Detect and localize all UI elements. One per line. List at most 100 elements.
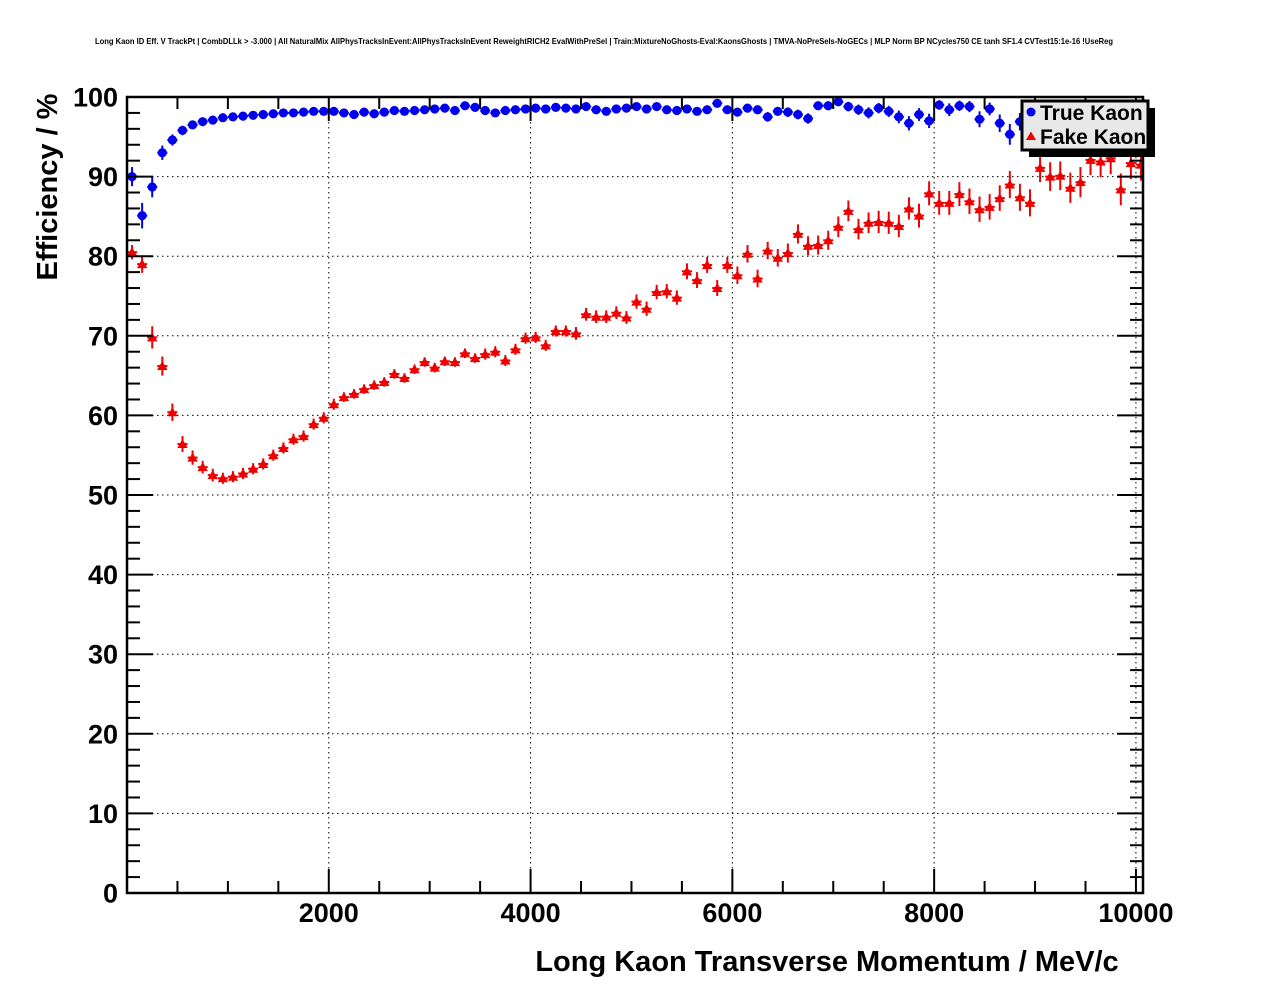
true-kaon-legend-marker-icon: [1026, 107, 1036, 117]
fake-kaon-point: [762, 245, 773, 255]
true-kaon-point: [531, 103, 541, 113]
true-kaon-point: [258, 109, 268, 120]
fake-kaon-point: [1024, 197, 1036, 207]
fake-kaon-point: [136, 259, 148, 269]
fake-kaon-point: [1095, 156, 1106, 166]
true-kaon-point: [621, 103, 632, 113]
fake-kaon-point: [560, 326, 572, 336]
y-tick-label: 40: [88, 560, 118, 590]
fake-kaon-point: [782, 248, 794, 258]
true-kaon-point: [248, 110, 258, 120]
fake-kaon-point: [863, 217, 874, 227]
true-kaon-point: [359, 107, 369, 117]
true-kaon-point: [591, 105, 601, 115]
fake-kaon-point: [510, 344, 521, 354]
fake-kaon-point: [217, 473, 229, 483]
fake-kaon-point: [399, 372, 410, 382]
legend-box: [1020, 99, 1150, 152]
fake-kaon-point: [389, 369, 400, 379]
series-true-kaon: [127, 97, 1025, 229]
y-tick-label: 30: [88, 640, 118, 670]
x-tick-label: 4000: [501, 898, 561, 928]
true-kaon-point: [430, 104, 440, 114]
fake-kaon-point: [873, 216, 884, 226]
true-kaon-point: [662, 105, 672, 115]
fake-kaon-point: [883, 217, 894, 227]
fake-kaon-point: [358, 384, 370, 394]
true-kaon-point: [894, 112, 904, 122]
true-kaon-point: [904, 118, 914, 128]
true-kaon-point: [238, 111, 248, 121]
true-kaon-point: [793, 109, 803, 120]
true-kaon-point: [147, 182, 157, 192]
true-kaon-point: [228, 112, 238, 122]
true-kaon-point: [339, 108, 349, 118]
fake-kaon-point: [167, 407, 178, 417]
fake-kaon-point: [540, 340, 551, 350]
fake-kaon-point: [237, 468, 249, 478]
true-kaon-point: [520, 104, 531, 114]
fake-kaon-point: [752, 273, 763, 283]
y-tick-label: 50: [88, 481, 118, 511]
fake-kaon-point: [853, 224, 864, 234]
true-kaon-point: [187, 120, 198, 130]
fake-kaon-point: [671, 292, 683, 302]
y-tick-label: 80: [88, 242, 118, 272]
true-kaon-point: [319, 106, 329, 116]
fake-kaon-point: [691, 275, 703, 285]
true-kaon-point: [702, 105, 712, 115]
fake-kaon-point: [1125, 158, 1137, 168]
y-tick-label: 100: [73, 83, 118, 113]
true-kaon-point: [954, 101, 964, 111]
true-kaon-point: [813, 101, 823, 111]
x-tick-label: 10000: [1098, 898, 1173, 928]
fake-kaon-legend-marker-icon: [1026, 131, 1036, 140]
true-kaon-point: [934, 100, 944, 110]
true-kaon-point: [843, 101, 853, 112]
true-kaon-point: [409, 105, 420, 116]
true-kaon-point: [914, 109, 924, 120]
true-kaon-point: [833, 97, 843, 107]
fake-kaon-point: [893, 220, 905, 230]
true-kaon-point: [218, 113, 228, 123]
true-kaon-point: [137, 211, 147, 221]
fake-kaon-point: [843, 205, 854, 215]
true-kaon-point: [470, 102, 480, 112]
y-tick-label: 20: [88, 719, 118, 749]
true-kaon-point: [551, 102, 561, 112]
true-kaon-point: [985, 104, 995, 114]
fake-kaon-point: [429, 362, 440, 372]
true-kaon-point: [732, 107, 743, 117]
true-kaon-point: [752, 105, 763, 115]
true-kaon-point: [631, 101, 642, 112]
true-kaon-point: [450, 105, 460, 116]
fake-kaon-point: [964, 196, 975, 206]
fake-kaon-point: [328, 399, 340, 409]
fake-kaon-point: [530, 332, 541, 342]
fake-kaon-point: [419, 357, 430, 367]
true-kaon-point: [874, 103, 884, 113]
fake-kaon-point: [661, 286, 672, 296]
true-kaon-point: [198, 117, 208, 127]
fake-kaon-point: [348, 388, 360, 398]
fake-kaon-point: [994, 193, 1005, 203]
fake-kaon-point: [651, 287, 662, 297]
fake-kaon-point: [368, 380, 380, 390]
fake-kaon-point: [379, 376, 390, 386]
fake-kaon-point: [631, 296, 642, 306]
fake-kaon-point: [500, 355, 511, 365]
fake-kaon-point: [923, 188, 935, 198]
fake-kaon-point: [1075, 177, 1086, 187]
true-kaon-point: [490, 108, 500, 118]
true-kaon-point: [682, 104, 692, 114]
true-kaon-point: [742, 103, 753, 113]
fake-kaon-point: [298, 431, 309, 441]
fake-kaon-point: [1055, 170, 1066, 180]
true-kaon-point: [571, 104, 581, 114]
true-kaon-point: [268, 109, 278, 119]
true-kaon-point: [803, 113, 813, 124]
fake-kaon-point: [944, 197, 955, 207]
true-kaon-point: [309, 106, 319, 116]
